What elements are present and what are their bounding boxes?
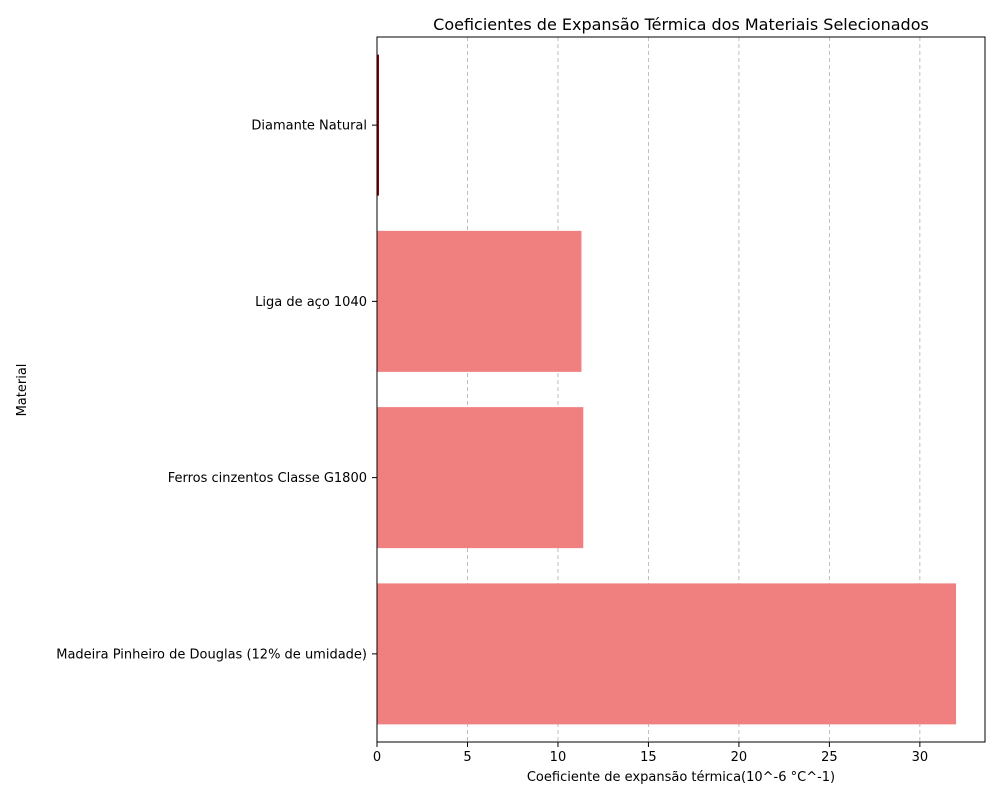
y-tick-label: Madeira Pinheiro de Douglas (12% de umid… [56,647,367,662]
chart-title: Coeficientes de Expansão Térmica dos Mat… [433,15,929,34]
plot-frame [376,36,986,743]
x-tick-label: 0 [373,750,381,765]
y-tick-label: Liga de aço 1040 [255,295,367,310]
x-axis-ticks: 0 5 10 15 20 25 30 [373,742,928,765]
y-axis-ticks: Diamante Natural Liga de aço 1040 Ferros c… [56,119,377,662]
y-tick-label: Diamante Natural [251,119,367,134]
x-tick-label: 20 [731,750,748,765]
x-tick-label: 30 [912,750,929,765]
x-tick-label: 10 [550,750,567,765]
bars [377,54,957,725]
bar [377,54,379,196]
grid-lines [467,37,921,742]
x-tick-label: 25 [821,750,838,765]
y-axis-label: Material [15,364,30,417]
bar [377,407,584,549]
y-tick-label: Ferros cinzentos Classe G1800 [168,471,367,486]
x-tick-label: 5 [463,750,471,765]
bar [377,230,582,372]
x-tick-label: 15 [640,750,657,765]
x-axis-label: Coeficiente de expansão térmica(10^-6 °C… [527,770,835,785]
bar [377,583,957,725]
